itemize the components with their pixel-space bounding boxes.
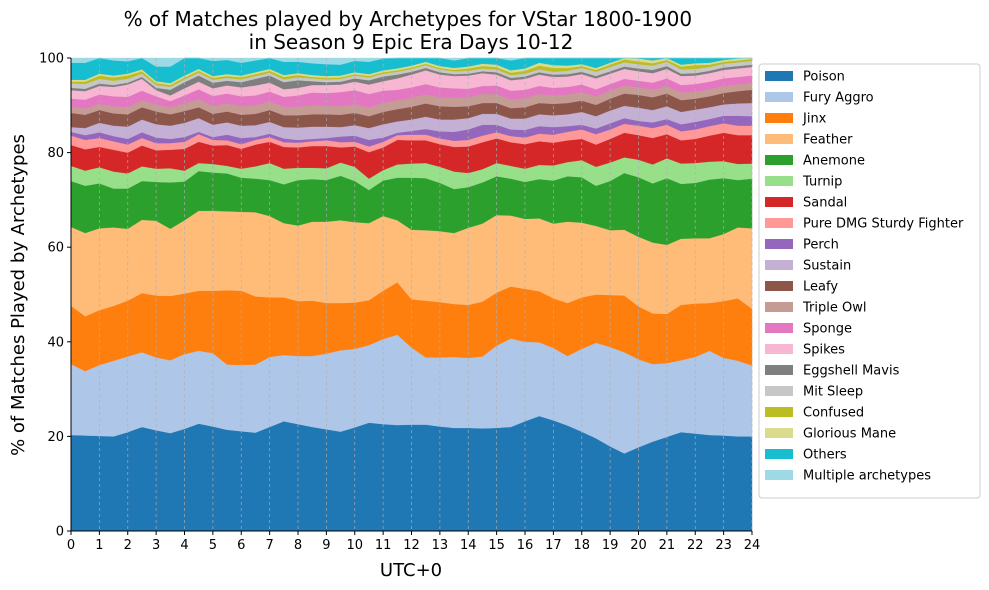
legend-label-turnip: Turnip	[802, 175, 842, 190]
legend-label-confused: Confused	[803, 406, 864, 421]
x-tick-label: 17	[545, 538, 562, 553]
legend-swatch-leafy	[765, 281, 793, 291]
x-axis-label: UTC+0	[380, 560, 442, 581]
legend-swatch-spikes	[765, 344, 793, 354]
y-tick-label: 40	[47, 335, 64, 350]
x-tick-label: 14	[460, 538, 477, 553]
legend-swatch-mit-sleep	[765, 386, 793, 396]
legend-swatch-multiple-archetypes	[765, 470, 793, 480]
chart-title-line-1: % of Matches played by Archetypes for VS…	[124, 7, 693, 31]
y-tick-label: 80	[47, 146, 64, 161]
x-tick-label: 8	[294, 538, 302, 553]
x-tick-label: 21	[659, 538, 676, 553]
legend-swatch-eggshell-mavis	[765, 365, 793, 375]
legend-label-sandal: Sandal	[803, 196, 847, 211]
legend-label-sustain: Sustain	[803, 259, 851, 274]
x-tick-label: 22	[687, 538, 704, 553]
legend-label-spikes: Spikes	[803, 343, 845, 358]
x-tick-label: 1	[95, 538, 103, 553]
x-tick-label: 3	[152, 538, 160, 553]
legend-swatch-others	[765, 449, 793, 459]
legend-label-jinx: Jinx	[802, 112, 827, 127]
chart-title: % of Matches played by Archetypes for VS…	[124, 7, 699, 54]
x-tick-label: 18	[573, 538, 590, 553]
x-tick-label: 9	[322, 538, 330, 553]
legend-swatch-sandal	[765, 197, 793, 207]
legend-label-perch: Perch	[803, 238, 839, 253]
x-tick-label: 2	[124, 538, 132, 553]
x-tick-label: 13	[432, 538, 449, 553]
legend-swatch-jinx	[765, 113, 793, 123]
x-tick-label: 11	[375, 538, 392, 553]
x-tick-label: 24	[744, 538, 761, 553]
y-axis-label: % of Matches Played by Archetypes	[8, 134, 29, 456]
legend-swatch-sustain	[765, 260, 793, 270]
legend-box	[758, 63, 981, 499]
legend-label-sponge: Sponge	[803, 322, 852, 337]
legend-swatch-feather	[765, 134, 793, 144]
y-tick-label: 60	[47, 241, 64, 256]
x-tick-label: 20	[630, 538, 647, 553]
x-tick-label: 0	[67, 538, 75, 553]
legend-swatch-fury-aggro	[765, 92, 793, 102]
legend-swatch-sponge	[765, 323, 793, 333]
x-tick-label: 6	[237, 538, 245, 553]
y-axis-ticks: 0 20 40 60 80 100	[39, 52, 71, 540]
legend-label-poison: Poison	[803, 70, 845, 85]
legend-swatch-glorious-mane	[765, 428, 793, 438]
vertical-gridlines	[70, 58, 753, 531]
y-tick-label: 0	[56, 525, 64, 540]
x-tick-label: 23	[715, 538, 732, 553]
x-tick-label: 19	[602, 538, 619, 553]
x-tick-label: 4	[180, 538, 188, 553]
legend-swatch-turnip	[765, 176, 793, 186]
legend-label-leafy: Leafy	[803, 280, 838, 295]
legend-label-triple-owl: Triple Owl	[802, 301, 866, 316]
legend-swatch-confused	[765, 407, 793, 417]
legend-swatch-triple-owl	[765, 302, 793, 312]
x-tick-label: 16	[517, 538, 534, 553]
legend-swatch-perch	[765, 239, 793, 249]
x-tick-label: 10	[346, 538, 363, 553]
legend-label-fury-aggro: Fury Aggro	[803, 91, 874, 106]
x-axis-ticks: 0 1 2 3 4 5 6 7 8 9 10 11 12 13 14 15 16 17 18 19 20 21 22 23 24	[67, 531, 760, 553]
legend-swatch-anemone	[765, 155, 793, 165]
legend: Poison Fury Aggro Jinx Feather Anemone Turnip…	[758, 63, 981, 499]
legend-label-mit-sleep: Mit Sleep	[803, 385, 863, 400]
legend-label-others: Others	[803, 448, 847, 463]
y-tick-label: 100	[39, 52, 64, 67]
legend-label-eggshell-mavis: Eggshell Mavis	[803, 364, 900, 379]
x-tick-label: 12	[403, 538, 420, 553]
x-tick-label: 5	[209, 538, 217, 553]
legend-label-glorious-mane: Glorious Mane	[803, 427, 896, 442]
legend-swatch-poison	[765, 71, 793, 81]
x-tick-label: 7	[265, 538, 273, 553]
y-tick-label: 20	[47, 430, 64, 445]
legend-swatch-pure-dmg-sturdy-fighter	[765, 218, 793, 228]
legend-label-anemone: Anemone	[803, 154, 865, 169]
x-tick-label: 15	[488, 538, 505, 553]
legend-label-multiple-archetypes: Multiple archetypes	[803, 469, 931, 484]
legend-label-pure-dmg-sturdy-fighter: Pure DMG Sturdy Fighter	[803, 217, 964, 232]
legend-label-feather: Feather	[803, 133, 853, 148]
chart-title-line-2: in Season 9 Epic Era Days 10-12	[249, 30, 574, 54]
